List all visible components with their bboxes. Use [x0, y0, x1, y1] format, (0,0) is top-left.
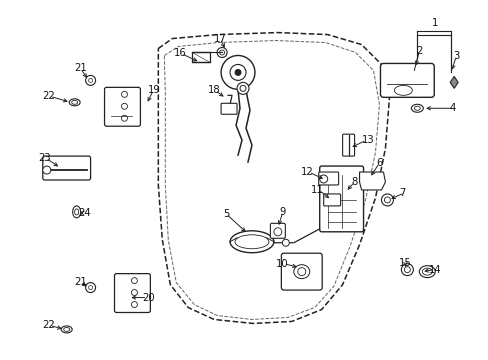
Ellipse shape — [419, 266, 434, 278]
Circle shape — [217, 48, 226, 58]
Text: 11: 11 — [310, 185, 323, 195]
Ellipse shape — [229, 231, 273, 253]
Text: 12: 12 — [301, 167, 313, 177]
Text: 1: 1 — [431, 18, 438, 28]
FancyBboxPatch shape — [319, 166, 363, 232]
Text: 2: 2 — [415, 45, 422, 55]
Circle shape — [85, 75, 95, 85]
Text: 23: 23 — [38, 153, 51, 163]
Text: 18: 18 — [207, 85, 220, 95]
Polygon shape — [449, 76, 457, 88]
Text: 6: 6 — [376, 158, 382, 168]
Circle shape — [221, 55, 254, 89]
Text: 16: 16 — [173, 49, 186, 58]
Ellipse shape — [61, 326, 72, 333]
Text: 17: 17 — [213, 33, 226, 44]
FancyBboxPatch shape — [342, 134, 354, 156]
FancyBboxPatch shape — [221, 103, 237, 114]
Circle shape — [381, 194, 393, 206]
Text: 7: 7 — [399, 188, 405, 198]
Text: 21: 21 — [74, 276, 87, 287]
Text: 10: 10 — [276, 259, 288, 269]
FancyBboxPatch shape — [323, 194, 340, 206]
FancyBboxPatch shape — [380, 63, 433, 97]
Text: 15: 15 — [398, 258, 411, 268]
Circle shape — [235, 69, 241, 75]
Text: 8: 8 — [351, 177, 357, 187]
Ellipse shape — [73, 206, 81, 218]
Circle shape — [42, 166, 51, 174]
FancyBboxPatch shape — [42, 156, 90, 180]
Circle shape — [282, 239, 289, 246]
Text: 22: 22 — [42, 91, 55, 101]
Polygon shape — [359, 172, 385, 190]
Text: 4: 4 — [448, 103, 454, 113]
Text: 14: 14 — [428, 265, 441, 275]
Circle shape — [85, 283, 95, 293]
Text: 22: 22 — [42, 320, 55, 330]
Circle shape — [229, 64, 245, 80]
Text: 5: 5 — [223, 209, 229, 219]
FancyBboxPatch shape — [270, 223, 285, 238]
FancyBboxPatch shape — [104, 87, 140, 126]
Text: 3: 3 — [452, 51, 458, 62]
FancyBboxPatch shape — [318, 172, 338, 185]
Text: 24: 24 — [79, 208, 91, 218]
Circle shape — [237, 82, 248, 94]
Text: 21: 21 — [74, 63, 87, 73]
FancyBboxPatch shape — [114, 274, 150, 312]
Text: 9: 9 — [279, 207, 285, 217]
Text: 19: 19 — [148, 85, 161, 95]
Text: 13: 13 — [361, 135, 373, 145]
Circle shape — [319, 175, 327, 183]
FancyBboxPatch shape — [192, 53, 210, 62]
Circle shape — [401, 264, 412, 276]
FancyBboxPatch shape — [281, 253, 322, 290]
Ellipse shape — [69, 99, 80, 106]
Ellipse shape — [410, 104, 423, 112]
Text: 20: 20 — [142, 293, 155, 302]
